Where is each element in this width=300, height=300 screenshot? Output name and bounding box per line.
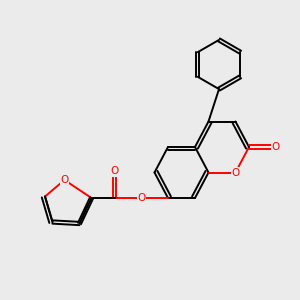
Text: O: O [137, 193, 146, 203]
Text: O: O [231, 167, 240, 178]
Text: O: O [272, 142, 280, 152]
Text: O: O [60, 175, 69, 185]
Text: O: O [110, 166, 119, 176]
